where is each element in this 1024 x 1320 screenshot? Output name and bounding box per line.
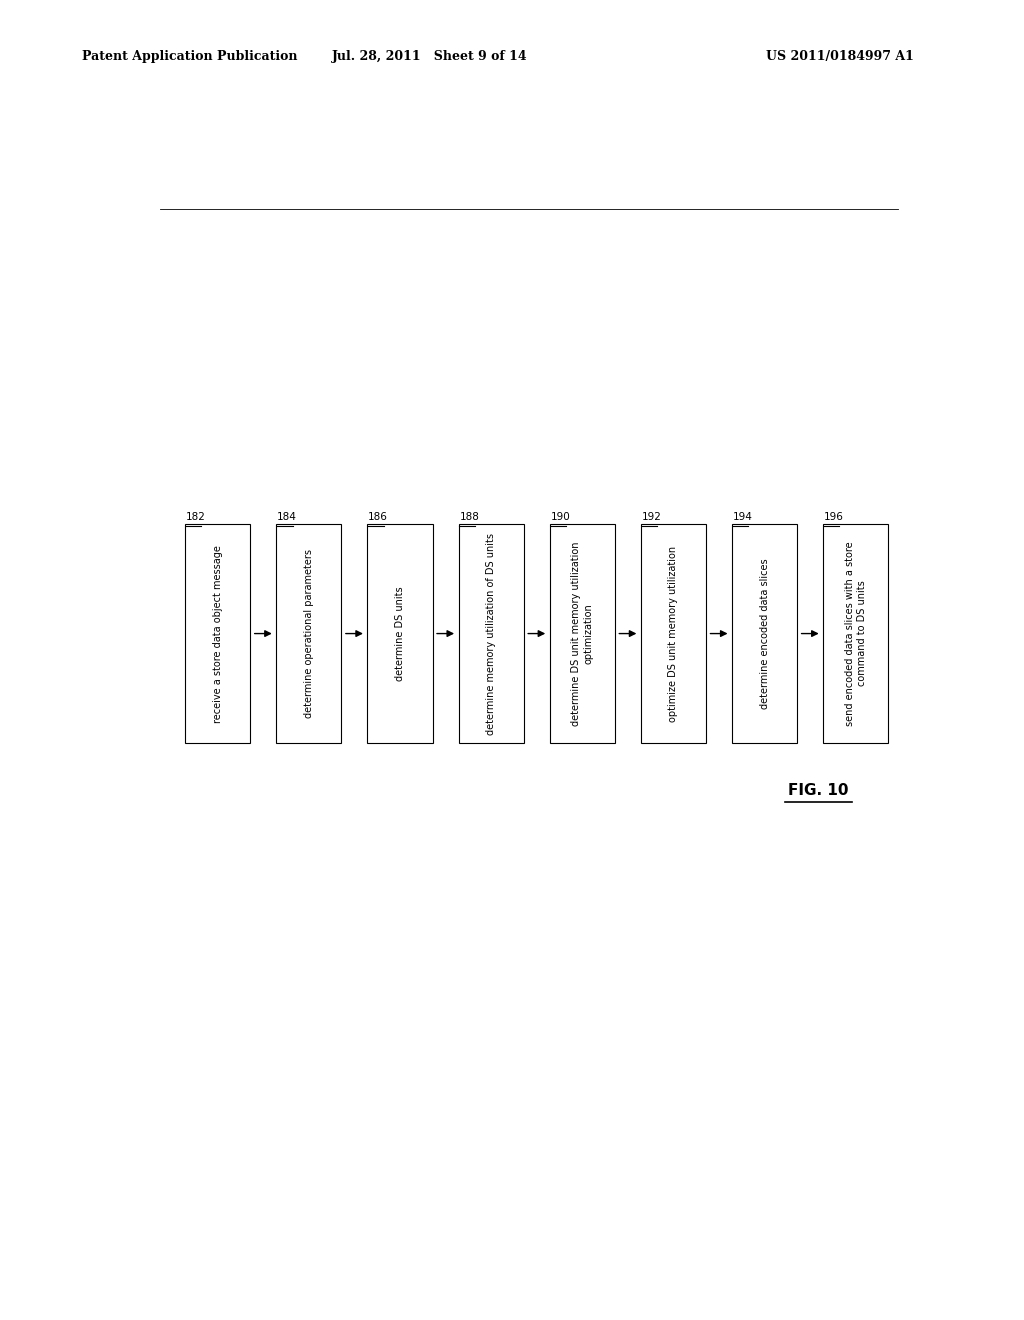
Text: 186: 186: [369, 512, 388, 523]
Text: determine DS units: determine DS units: [395, 586, 404, 681]
Text: FIG. 10: FIG. 10: [788, 784, 849, 799]
Text: 182: 182: [186, 512, 206, 523]
Text: 190: 190: [551, 512, 570, 523]
Text: send encoded data slices with a store
command to DS units: send encoded data slices with a store co…: [845, 541, 867, 726]
Bar: [276, 524, 341, 743]
Text: determine memory utilization of DS units: determine memory utilization of DS units: [486, 532, 497, 734]
Bar: [823, 524, 888, 743]
Bar: [185, 524, 250, 743]
Bar: [459, 524, 523, 743]
Text: receive a store data object message: receive a store data object message: [213, 545, 222, 722]
Text: 196: 196: [824, 512, 844, 523]
Bar: [732, 524, 797, 743]
Text: determine encoded data slices: determine encoded data slices: [760, 558, 770, 709]
Text: determine operational parameters: determine operational parameters: [304, 549, 313, 718]
Text: 188: 188: [460, 512, 479, 523]
Text: 194: 194: [733, 512, 753, 523]
Text: Patent Application Publication: Patent Application Publication: [82, 50, 297, 63]
Text: optimize DS unit memory utilization: optimize DS unit memory utilization: [669, 545, 679, 722]
Text: Jul. 28, 2011   Sheet 9 of 14: Jul. 28, 2011 Sheet 9 of 14: [332, 50, 528, 63]
Bar: [550, 524, 614, 743]
Text: 192: 192: [642, 512, 662, 523]
Text: US 2011/0184997 A1: US 2011/0184997 A1: [766, 50, 913, 63]
Bar: [641, 524, 706, 743]
Text: determine DS unit memory utilization
optimization: determine DS unit memory utilization opt…: [571, 541, 594, 726]
Bar: [368, 524, 432, 743]
Text: 184: 184: [278, 512, 297, 523]
